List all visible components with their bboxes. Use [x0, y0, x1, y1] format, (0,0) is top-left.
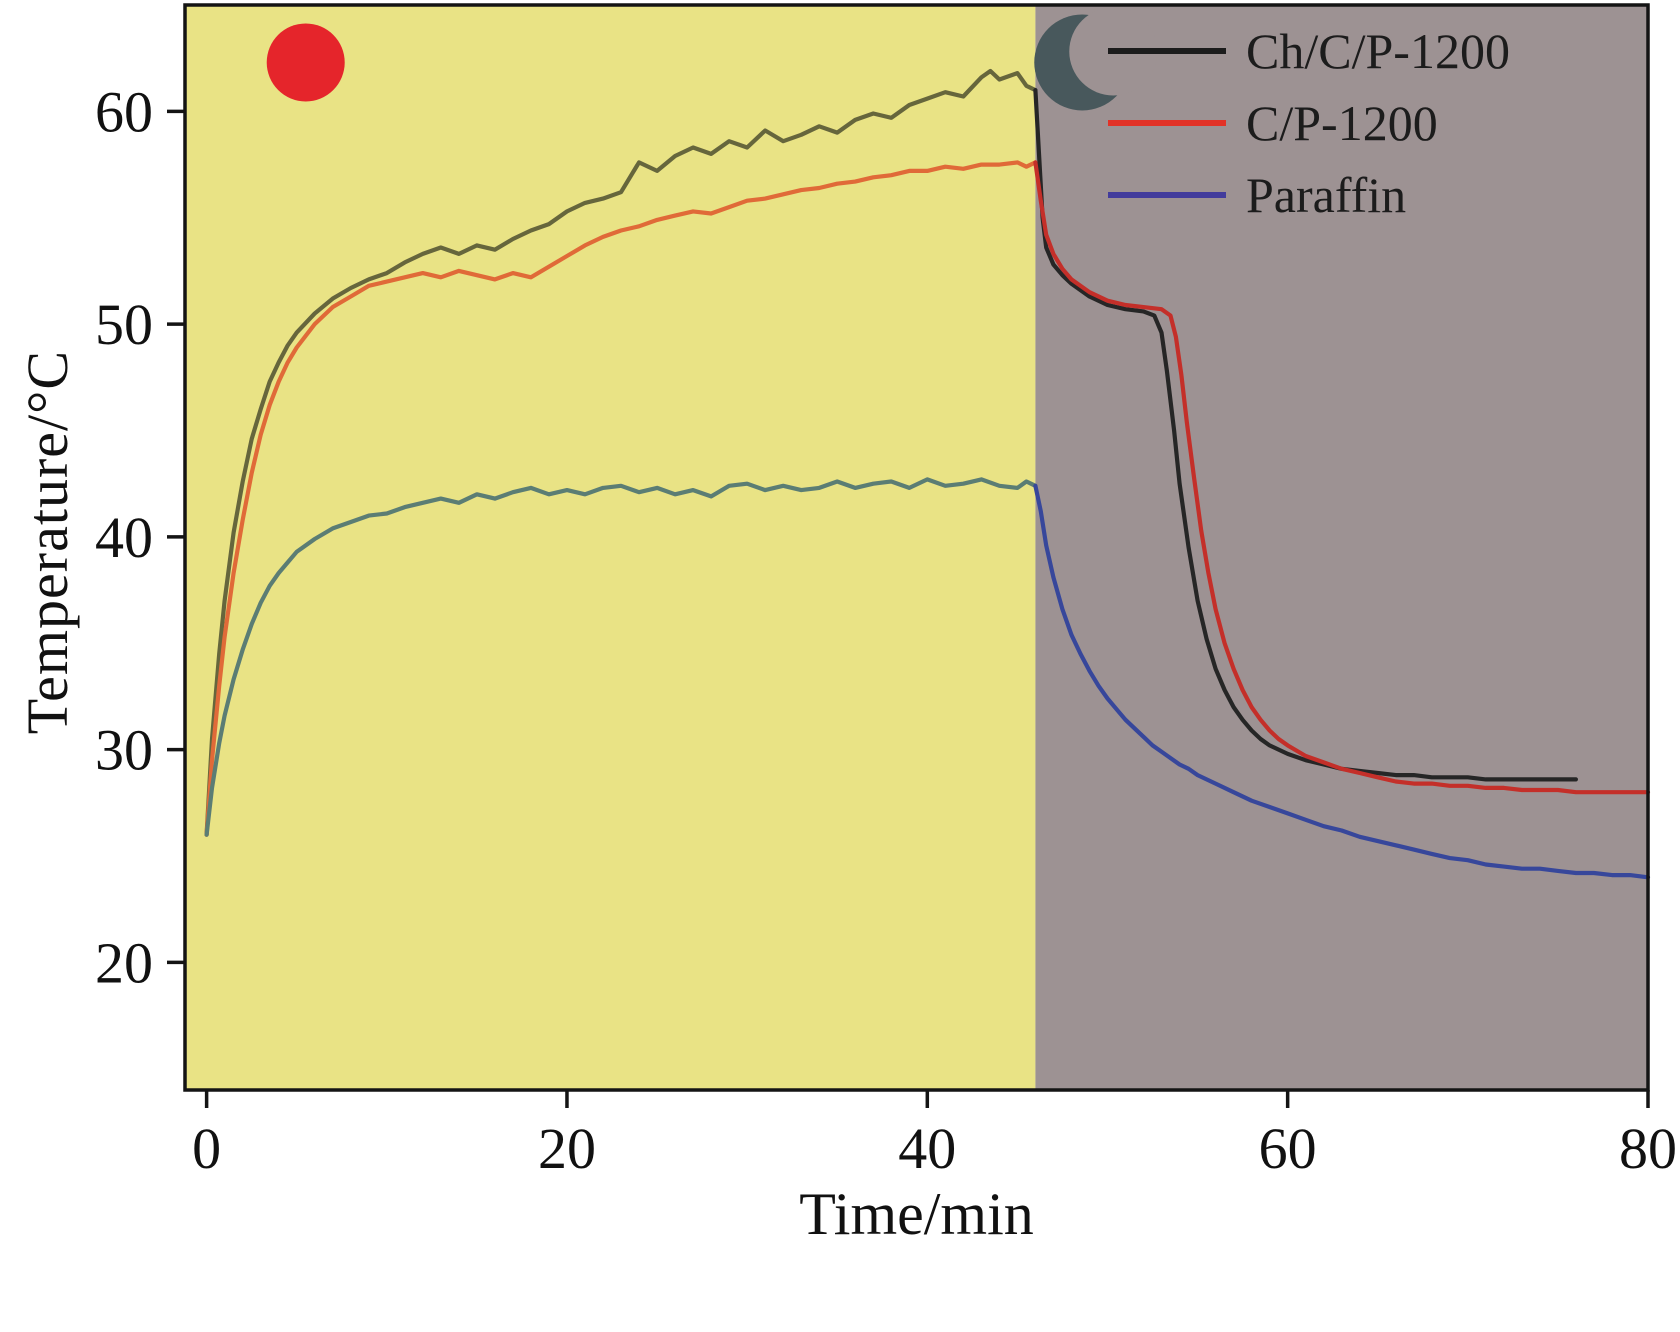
sun-icon	[266, 23, 345, 102]
x-tick-label: 40	[898, 1116, 956, 1181]
series-line-heating-ch-c-p-1200	[204, 68, 1038, 837]
legend-swatch	[1108, 192, 1226, 198]
series-line-heating-c-p-1200	[204, 160, 1038, 837]
series-line-cooling-ch-c-p-1200	[1033, 88, 1578, 782]
y-axis-title: Temperature/°C	[15, 350, 80, 735]
region-light-off-phase	[1035, 5, 1648, 1090]
series-line-cooling-c-p-1200	[1033, 160, 1651, 795]
region-light-on-phase	[185, 5, 1036, 1090]
y-tick-label: 20	[95, 930, 153, 995]
legend-swatch	[1108, 48, 1226, 54]
series-line-heating-paraffin	[204, 477, 1038, 837]
x-tick-label: 20	[538, 1116, 596, 1181]
legend-label: C/P-1200	[1246, 95, 1438, 151]
legend-label: Paraffin	[1246, 167, 1407, 223]
legend-label: Ch/C/P-1200	[1246, 23, 1510, 79]
y-tick-label: 30	[95, 718, 153, 783]
legend-swatch	[1108, 120, 1226, 126]
x-axis-title: Time/min	[799, 1181, 1034, 1247]
legend-item-c-p-1200: C/P-1200	[1108, 94, 1510, 152]
x-tick-label: 80	[1619, 1116, 1677, 1181]
x-tick-label: 0	[192, 1116, 221, 1181]
plot-frame	[183, 3, 1650, 1092]
series-line-cooling-paraffin	[1033, 483, 1651, 880]
y-tick-label: 40	[95, 505, 153, 570]
legend-item-ch-c-p-1200: Ch/C/P-1200	[1108, 22, 1510, 80]
y-tick-label: 60	[95, 79, 153, 144]
y-tick-label: 50	[95, 292, 153, 357]
legend: Ch/C/P-1200 C/P-1200 Paraffin	[1108, 22, 1510, 224]
legend-item-paraffin: Paraffin	[1108, 166, 1510, 224]
x-tick-label: 60	[1259, 1116, 1317, 1181]
